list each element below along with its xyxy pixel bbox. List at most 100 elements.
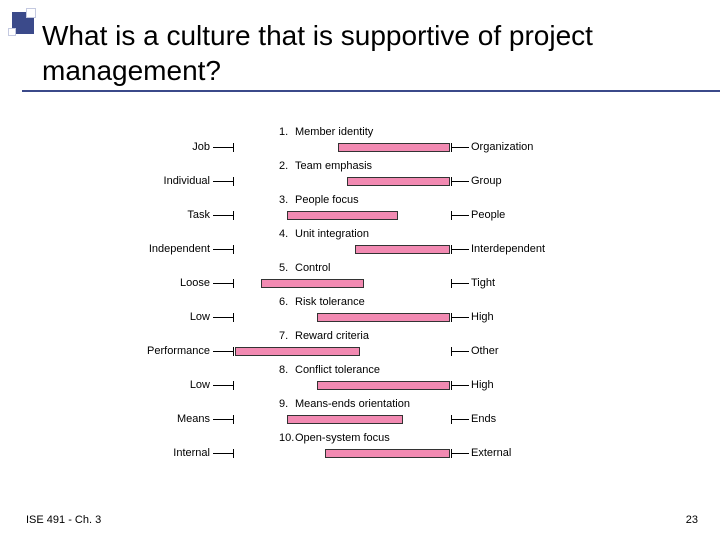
dimension-row: 10.Open-system focus Internal External — [135, 432, 585, 466]
dimension-name: Reward criteria — [295, 330, 369, 342]
range-bar — [355, 245, 450, 254]
dimension-row: 1.Member identityJobOrganization — [135, 126, 585, 160]
bar-track — [235, 279, 450, 288]
dimension-left-label: Means — [135, 413, 210, 425]
connector-line — [451, 351, 469, 352]
tick — [233, 415, 234, 424]
dimension-number: 3. — [279, 194, 288, 206]
dimension-left-label: Loose — [135, 277, 210, 289]
tick — [451, 279, 452, 288]
dimension-name: Control — [295, 262, 330, 274]
connector-line — [213, 385, 233, 386]
dimension-number: 5. — [279, 262, 288, 274]
dimension-left-label: Individual — [135, 175, 210, 187]
connector-line — [451, 147, 469, 148]
dimension-right-label: Tight — [471, 277, 495, 289]
connector-line — [451, 283, 469, 284]
connector-line — [451, 317, 469, 318]
dimension-number: 6. — [279, 296, 288, 308]
connector-line — [451, 215, 469, 216]
culture-dimensions-diagram: 1.Member identityJobOrganization2.Team e… — [135, 126, 585, 466]
range-bar — [287, 211, 399, 220]
bar-track — [235, 211, 450, 220]
range-bar — [287, 415, 403, 424]
connector-line — [213, 419, 233, 420]
connector-line — [213, 453, 233, 454]
dimension-number: 10. — [279, 432, 294, 444]
tick — [233, 211, 234, 220]
title-underline — [22, 90, 720, 92]
dimension-name: Member identity — [295, 126, 373, 138]
range-bar — [317, 313, 450, 322]
dimension-right-label: Interdependent — [471, 243, 545, 255]
tick — [233, 347, 234, 356]
connector-line — [213, 215, 233, 216]
tick — [233, 245, 234, 254]
dimension-name: Risk tolerance — [295, 296, 365, 308]
connector-line — [451, 419, 469, 420]
tick — [451, 347, 452, 356]
bar-track — [235, 143, 450, 152]
connector-line — [213, 181, 233, 182]
tick — [233, 279, 234, 288]
corner-decoration — [8, 8, 40, 40]
bar-track — [235, 177, 450, 186]
dimension-name: Means-ends orientation — [295, 398, 410, 410]
tick — [451, 449, 452, 458]
dimension-name: Team emphasis — [295, 160, 372, 172]
dimension-left-label: Internal — [135, 447, 210, 459]
footer-page-number: 23 — [686, 514, 698, 526]
dimension-left-label: Low — [135, 311, 210, 323]
bar-track — [235, 415, 450, 424]
dimension-number: 7. — [279, 330, 288, 342]
range-bar — [347, 177, 450, 186]
footer-course: ISE 491 - Ch. 3 — [26, 514, 101, 526]
connector-line — [213, 249, 233, 250]
dimension-right-label: Group — [471, 175, 502, 187]
tick — [233, 313, 234, 322]
dimension-left-label: Independent — [135, 243, 210, 255]
dimension-right-label: Ends — [471, 413, 496, 425]
connector-line — [451, 249, 469, 250]
tick — [451, 381, 452, 390]
tick — [451, 143, 452, 152]
bar-track — [235, 245, 450, 254]
bar-track — [235, 381, 450, 390]
dimension-name: People focus — [295, 194, 359, 206]
connector-line — [451, 181, 469, 182]
dimension-row: 8.Conflict toleranceLowHigh — [135, 364, 585, 398]
dimension-name: Open-system focus — [295, 432, 390, 444]
bar-track — [235, 313, 450, 322]
connector-line — [213, 351, 233, 352]
dimension-right-label: High — [471, 311, 494, 323]
tick — [233, 381, 234, 390]
range-bar — [261, 279, 364, 288]
tick — [451, 415, 452, 424]
dimension-row: 6. Risk tolerance Low High — [135, 296, 585, 330]
dimension-left-label: Performance — [135, 345, 210, 357]
dimension-left-label: Task — [135, 209, 210, 221]
bar-track — [235, 449, 450, 458]
dimension-row: 7.Reward criteriaPerformanceOther — [135, 330, 585, 364]
dimension-number: 4. — [279, 228, 288, 240]
dimension-number: 1. — [279, 126, 288, 138]
dimension-row: 4.Unit integrationIndependentInterdepend… — [135, 228, 585, 262]
dimension-number: 9. — [279, 398, 288, 410]
bar-track — [235, 347, 450, 356]
dimension-number: 8. — [279, 364, 288, 376]
dimension-row: 9. Means-ends orientation Means Ends — [135, 398, 585, 432]
range-bar — [325, 449, 450, 458]
tick — [233, 177, 234, 186]
dimension-right-label: External — [471, 447, 511, 459]
range-bar — [235, 347, 360, 356]
tick — [451, 313, 452, 322]
connector-line — [451, 453, 469, 454]
dimension-right-label: People — [471, 209, 505, 221]
connector-line — [213, 283, 233, 284]
connector-line — [213, 317, 233, 318]
dimension-right-label: Organization — [471, 141, 533, 153]
tick — [233, 449, 234, 458]
dimension-name: Conflict tolerance — [295, 364, 380, 376]
range-bar — [338, 143, 450, 152]
tick — [451, 211, 452, 220]
